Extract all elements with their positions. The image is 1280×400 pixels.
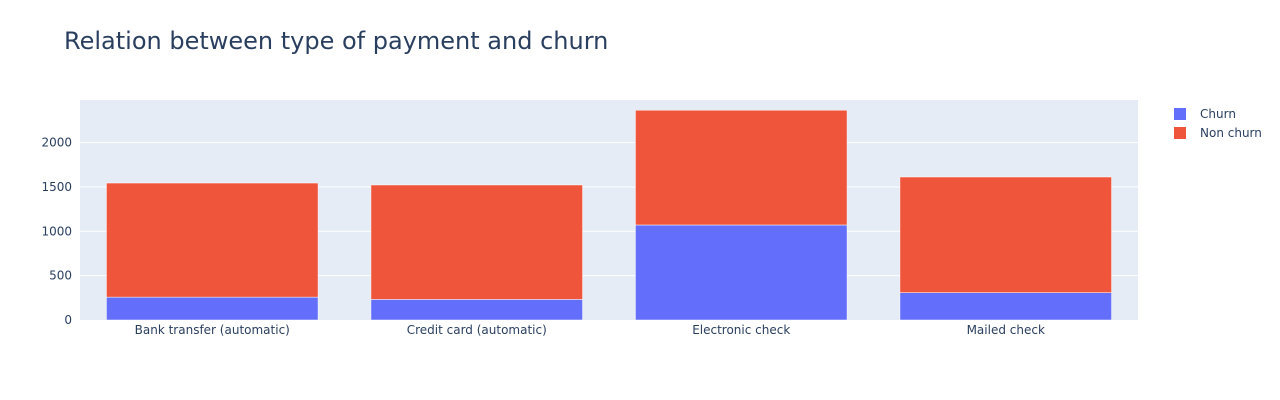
x-axis: Bank transfer (automatic) Credit card (au… (135, 323, 1045, 337)
bars (106, 109, 1112, 321)
chart-title: Relation between type of payment and chu… (64, 27, 609, 55)
x-tick-label: Credit card (automatic) (407, 323, 547, 337)
y-tick-label: 0 (64, 313, 72, 327)
bar-churn[interactable] (899, 292, 1112, 321)
bar-non-churn[interactable] (370, 184, 583, 300)
bar-non-churn[interactable] (106, 182, 319, 298)
bar-non-churn[interactable] (899, 176, 1112, 293)
legend-label: Churn (1200, 107, 1236, 121)
y-axis: 0 500 1000 1500 2000 (41, 136, 72, 327)
y-tick-label: 1000 (41, 224, 72, 238)
legend-swatch (1174, 127, 1186, 139)
legend-item[interactable]: Churn (1174, 107, 1236, 121)
legend-swatch (1174, 108, 1186, 120)
x-tick-label: Mailed check (967, 323, 1045, 337)
x-tick-label: Electronic check (692, 323, 790, 337)
bar-churn[interactable] (106, 296, 319, 321)
y-tick-label: 1500 (41, 180, 72, 194)
bar-churn[interactable] (370, 299, 583, 321)
y-tick-label: 2000 (41, 136, 72, 150)
x-tick-label: Bank transfer (automatic) (135, 323, 290, 337)
bar-non-churn[interactable] (635, 109, 848, 226)
bar-churn[interactable] (635, 224, 848, 321)
y-tick-label: 500 (49, 269, 72, 283)
legend[interactable]: Churn Non churn (1174, 107, 1262, 140)
legend-label: Non churn (1200, 126, 1262, 140)
legend-item[interactable]: Non churn (1174, 126, 1262, 140)
